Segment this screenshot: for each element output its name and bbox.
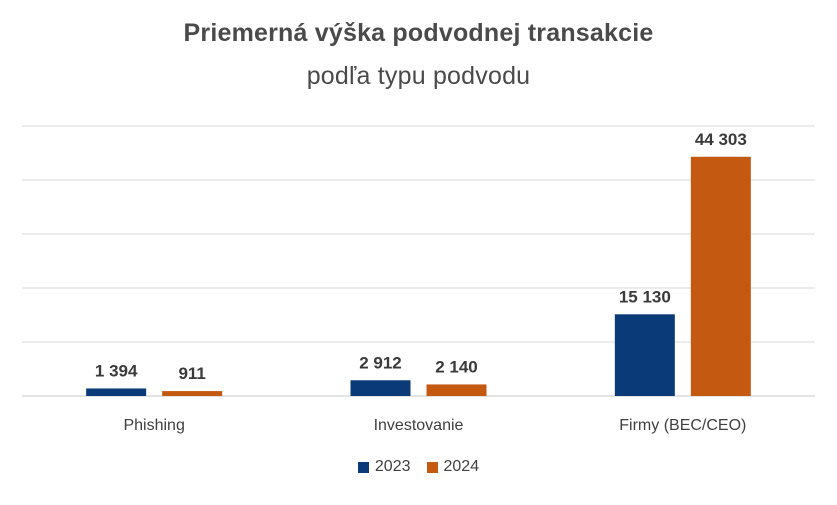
chart-subtitle: podľa typu podvodu <box>306 62 531 90</box>
x-tick-label: Firmy (BEC/CEO) <box>619 417 746 434</box>
legend-label-2024: 2024 <box>443 458 480 475</box>
bar-2024-2 <box>690 156 751 396</box>
bar-2023-1 <box>350 380 411 396</box>
data-label-2023-1: 2 912 <box>359 353 402 372</box>
chart-title: Priemerná výška podvodnej transakcie <box>183 19 654 47</box>
legend: 2023 2024 <box>0 458 837 476</box>
data-label-2024-1: 2 140 <box>435 357 478 376</box>
data-label-2024-0: 911 <box>178 364 205 383</box>
legend-label-2023: 2023 <box>374 458 411 475</box>
legend-item-2024: 2024 <box>426 458 480 476</box>
x-tick-label: Phishing <box>123 417 184 434</box>
data-label-2023-0: 1 394 <box>95 361 138 380</box>
legend-swatch-2024 <box>426 461 438 473</box>
bar-2024-1 <box>426 384 487 396</box>
data-label-2023-2: 15 130 <box>619 287 671 306</box>
bar-2023-2 <box>614 314 675 396</box>
bar-2023-0 <box>86 388 147 396</box>
x-tick-label: Investovanie <box>374 417 464 434</box>
bar-2024-0 <box>162 391 223 396</box>
legend-item-2023: 2023 <box>357 458 411 476</box>
legend-swatch-2023 <box>357 461 369 473</box>
data-label-2024-2: 44 303 <box>695 130 747 149</box>
